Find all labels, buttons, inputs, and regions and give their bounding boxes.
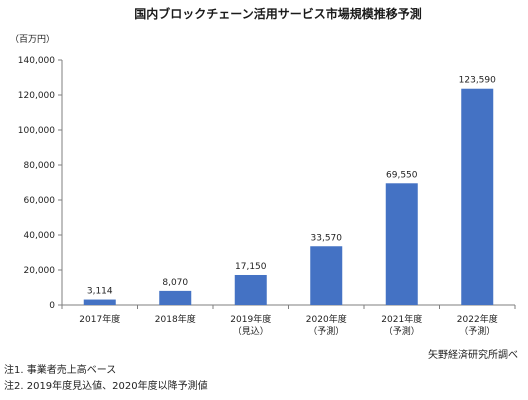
x-tick-label: （見込）: [233, 326, 269, 337]
axes: [61, 60, 516, 309]
x-tick-label: 2020年度: [306, 313, 347, 325]
y-tick-label: 20,000: [24, 266, 56, 276]
value-labels: 3,114 8,070 17,150 33,570 69,550 123,590: [87, 76, 496, 297]
x-tick-label: 2019年度: [230, 313, 271, 325]
source-label: 矢野経済研究所調べ: [428, 348, 518, 361]
y-tick-label: 140,000: [18, 56, 55, 66]
x-tick-label: 2021年度: [381, 313, 422, 325]
y-tick-label: 100,000: [18, 126, 55, 136]
value-label: 69,550: [386, 170, 418, 180]
value-label: 33,570: [311, 233, 343, 243]
y-tick-label: 40,000: [24, 231, 56, 241]
note-2: 注2. 2019年度見込値、2020年度以降予測値: [4, 379, 208, 392]
bar: [83, 299, 116, 305]
x-tick-label: 2017年度: [79, 313, 120, 325]
x-tick-label: 2018年度: [155, 313, 196, 325]
chart-title: 国内ブロックチェーン活用サービス市場規模推移予測: [134, 6, 421, 21]
y-tick-label: 0: [49, 301, 55, 311]
value-label: 17,150: [235, 262, 267, 272]
y-tick-label: 60,000: [24, 196, 56, 206]
bars: [83, 88, 494, 305]
value-label: 3,114: [87, 287, 113, 297]
note-1: 注1. 事業者売上高ベース: [4, 363, 116, 376]
y-axis-ticks: 0 20,000 40,000 60,000 80,000 100,000 120,000 1…: [18, 56, 62, 311]
x-axis-labels: 2017年度 2018年度 2019年度（見込）2020年度（予測）2021年度（予…: [79, 313, 497, 337]
x-tick-label: （予測）: [384, 325, 420, 337]
bar: [461, 88, 494, 305]
bar: [159, 290, 192, 305]
y-tick-label: 120,000: [18, 91, 55, 101]
y-axis-unit: （百万円）: [10, 34, 55, 45]
x-tick-label: 2022年度: [457, 313, 498, 325]
x-tick-label: （予測）: [459, 325, 495, 337]
bar: [310, 246, 343, 305]
bar: [385, 183, 418, 305]
value-label: 8,070: [162, 278, 188, 288]
value-label: 123,590: [459, 76, 496, 86]
bar: [234, 274, 267, 305]
x-tick-label: （予測）: [308, 325, 344, 337]
y-tick-label: 80,000: [24, 161, 56, 171]
